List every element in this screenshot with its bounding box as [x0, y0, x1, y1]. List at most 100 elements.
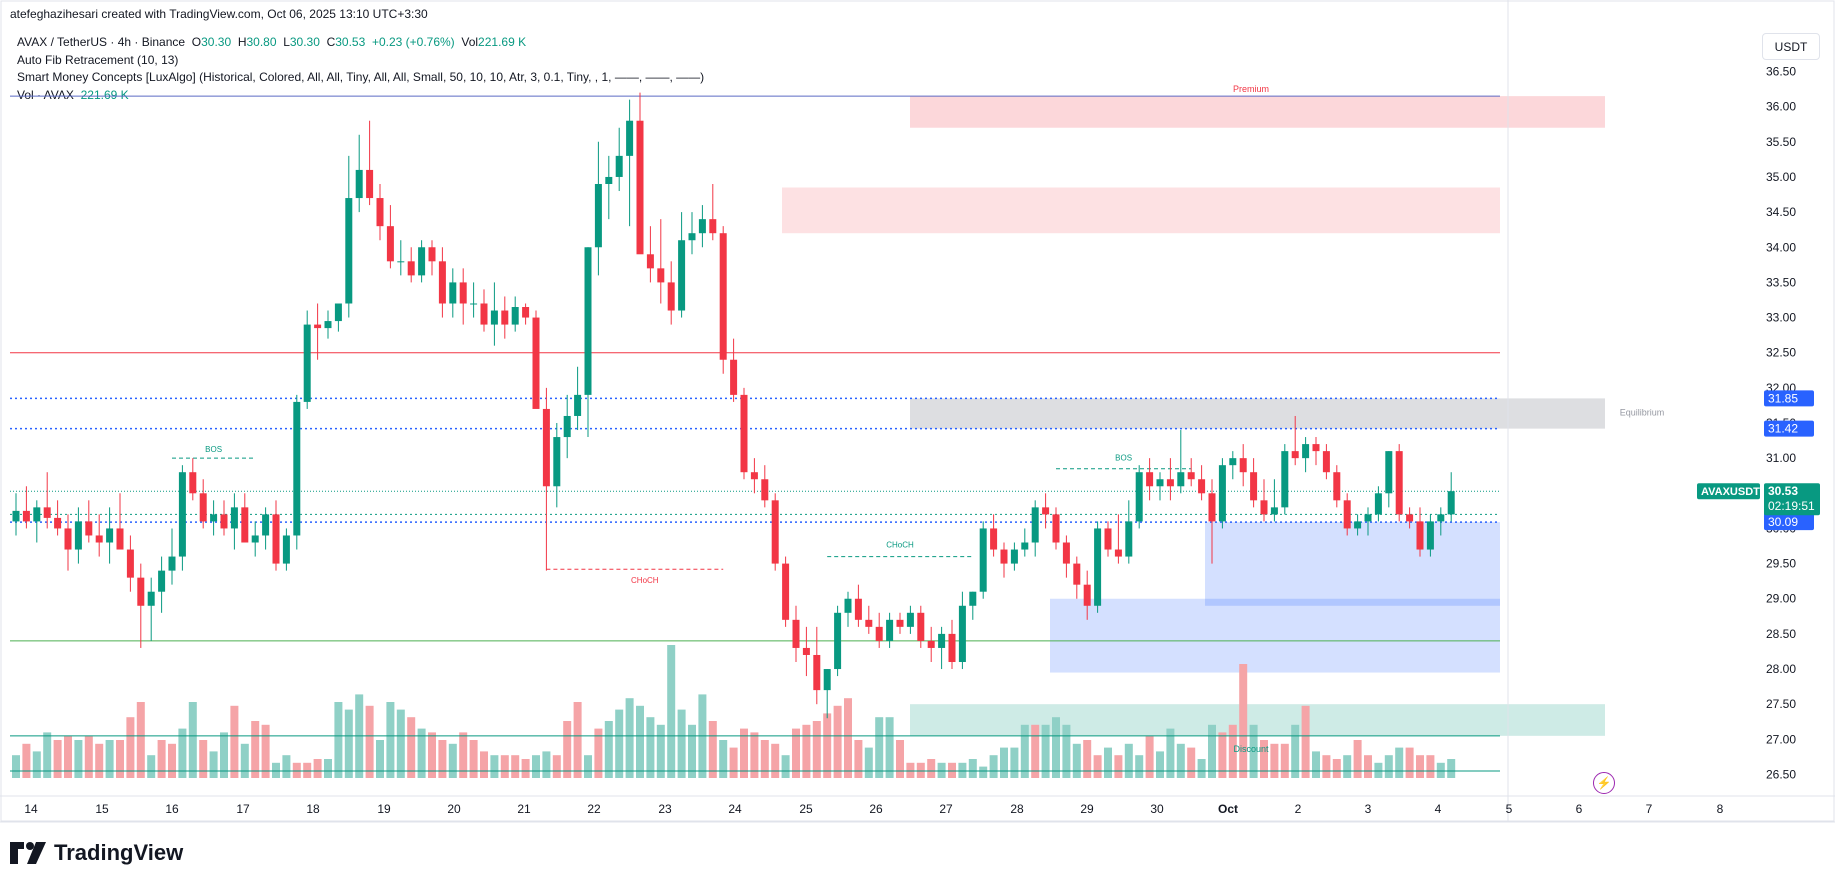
time-tick: 20	[447, 802, 461, 816]
candle-body	[875, 626, 883, 641]
candle-body	[1385, 451, 1393, 494]
candle-body	[220, 514, 228, 529]
volume-bar	[1093, 755, 1102, 778]
candle-body	[137, 577, 145, 606]
candle-body	[657, 268, 665, 283]
candle-body	[782, 563, 790, 620]
candle-body	[1333, 472, 1341, 501]
candle-body	[563, 415, 571, 438]
candle-body	[626, 120, 634, 156]
volume-bar	[1197, 759, 1206, 778]
volume-bar	[729, 747, 738, 778]
candle-body	[834, 612, 842, 670]
price-tick: 34.00	[1766, 240, 1796, 254]
candle-body	[1426, 521, 1434, 550]
volume-bar	[573, 702, 582, 778]
volume-bar	[1041, 724, 1050, 778]
volume-bar	[532, 755, 540, 778]
indicator-fib-row[interactable]: Auto Fib Retracement (10, 13)	[17, 52, 179, 67]
volume-bar	[812, 721, 821, 778]
candle-body	[1031, 507, 1039, 543]
volume-bar	[802, 724, 811, 778]
candle-body	[636, 120, 644, 255]
candle-body	[459, 282, 467, 304]
volume-bar	[677, 709, 686, 778]
volume-bar	[750, 732, 759, 778]
volume-bar	[1135, 755, 1144, 778]
candle-body	[22, 510, 30, 522]
price-tick: 27.00	[1766, 732, 1796, 746]
volume-bar	[1260, 740, 1268, 778]
indicator-smc-row[interactable]: Smart Money Concepts [LuxAlgo] (Historic…	[17, 70, 705, 84]
volume-bar	[989, 755, 998, 778]
volume-bar	[615, 709, 624, 778]
volume-bar	[365, 705, 374, 778]
volume-bar	[968, 759, 977, 778]
volume-bar	[1156, 751, 1164, 778]
candle-body	[168, 556, 176, 571]
volume-bar	[438, 740, 447, 778]
candle-body	[532, 317, 540, 409]
time-tick: 29	[1080, 802, 1094, 816]
volume-bar	[864, 747, 873, 778]
volume-bar	[1072, 743, 1081, 778]
indicator-volume-row[interactable]: Vol · AVAX 221.69 K	[17, 87, 704, 105]
price-tick: 28.50	[1766, 627, 1796, 641]
candle-body	[1229, 458, 1237, 466]
candle-body	[355, 169, 363, 199]
volume-bar	[1416, 755, 1424, 778]
open-label: O	[191, 35, 202, 49]
candle-body	[199, 493, 207, 522]
candle-body	[1250, 472, 1258, 501]
candle-body	[147, 591, 155, 606]
volume-bar	[209, 751, 218, 778]
candle-body	[750, 472, 758, 480]
time-tick: 21	[517, 802, 531, 816]
volume-bar	[1332, 759, 1341, 778]
volume-bar	[188, 702, 197, 778]
candle-body	[1021, 542, 1029, 550]
volume-bar	[896, 740, 904, 778]
demand-zone-upper	[1205, 522, 1500, 606]
volume-bar	[1239, 664, 1248, 778]
candle-body	[1073, 563, 1081, 585]
candle-body	[740, 394, 748, 473]
volume-indicator-value: 221.69 K	[80, 87, 129, 102]
price-label-box	[1764, 390, 1814, 407]
open-value: 30.30	[201, 35, 232, 49]
lightning-icon[interactable]: ⚡	[1593, 772, 1615, 794]
volume-bar	[958, 762, 967, 778]
time-tick: 23	[658, 802, 672, 816]
volume-bar	[1124, 743, 1133, 778]
symbol-ohlc-row[interactable]: AVAX / TetherUS · 4h · Binance O30.30 H3…	[17, 34, 704, 52]
volume-bar	[116, 740, 124, 778]
volume-indicator-label: Vol · AVAX	[17, 87, 74, 102]
volume-bar	[334, 702, 343, 778]
candle-body	[709, 219, 717, 234]
volume-bar	[1436, 762, 1445, 778]
candle-body	[345, 198, 353, 304]
labels-layer: BOS CHoCH CHoCH BOS Premium Equilibrium Discou…	[205, 84, 1664, 754]
volume-bar	[1364, 755, 1372, 778]
candle-body	[334, 303, 342, 322]
candle-body	[293, 401, 301, 536]
currency-selector[interactable]: USDT	[1762, 33, 1820, 60]
last-price-box	[1764, 483, 1820, 516]
price-label-box	[1764, 514, 1814, 531]
volume-bar	[500, 755, 509, 778]
price-tick: 33.50	[1766, 275, 1796, 289]
volume-bar	[407, 717, 416, 778]
candle-body	[158, 570, 166, 592]
candle-body	[418, 247, 426, 276]
candle-body	[584, 247, 592, 395]
price-tick: 29.00	[1766, 592, 1796, 606]
symbol-name[interactable]: AVAX / TetherUS · 4h · Binance	[17, 35, 186, 49]
candle-body	[54, 517, 62, 529]
last-price-text: 30.53	[1768, 484, 1798, 498]
candle-body	[646, 254, 654, 269]
candle-body	[282, 535, 290, 564]
candle-body	[522, 307, 530, 318]
price-label-text: 31.42	[1768, 422, 1798, 436]
volume-bar	[1228, 724, 1237, 778]
